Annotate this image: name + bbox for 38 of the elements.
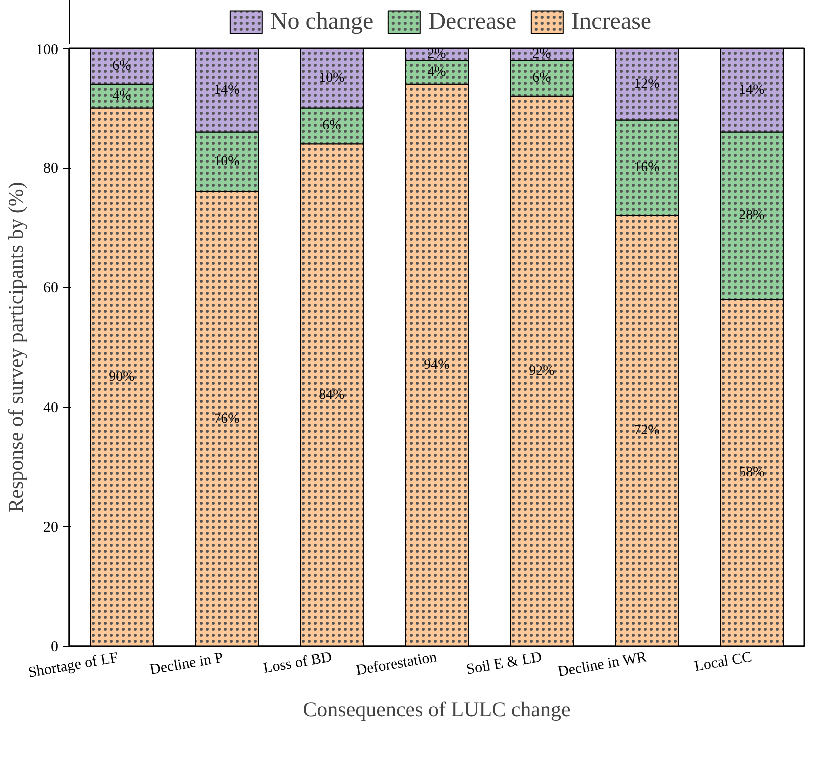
legend-label: No change	[270, 8, 374, 36]
y-tick-label: 100	[36, 42, 58, 58]
x-tick-label: Decline in P	[148, 650, 225, 679]
data-label: 12%	[634, 76, 660, 92]
data-label: 76%	[214, 412, 240, 427]
data-label: 2%	[428, 46, 447, 62]
data-label: 14%	[739, 82, 766, 98]
x-tick-label: Deforestation	[355, 650, 439, 680]
data-label: 4%	[112, 88, 132, 104]
data-label: 6%	[532, 70, 552, 86]
data-label: 92%	[529, 364, 556, 379]
data-label: 2%	[532, 46, 552, 62]
y-tick-label: 60	[44, 280, 58, 297]
data-label: 90%	[109, 370, 136, 385]
data-label: 28%	[739, 208, 766, 224]
data-label: 16%	[634, 160, 660, 176]
x-axis-title: Consequences of LULC change	[303, 697, 571, 722]
data-label: 10%	[319, 70, 346, 86]
data-label: 58%	[739, 466, 766, 481]
data-label: 10%	[214, 154, 240, 170]
data-label: 6%	[112, 58, 132, 74]
y-tick-label: 0	[51, 640, 58, 656]
data-label: 4%	[428, 64, 447, 80]
y-tick-label: 80	[44, 161, 58, 178]
data-label: 6%	[322, 118, 342, 134]
data-label: 14%	[214, 82, 240, 98]
x-tick-label: Local CC	[694, 650, 754, 676]
x-tick-label: Soil E & LD	[465, 650, 544, 678]
x-tick-label: Decline in WR	[556, 650, 648, 681]
data-label: 94%	[424, 358, 450, 373]
y-tick-label: 20	[44, 520, 58, 536]
legend-label: Increase	[572, 8, 652, 36]
x-tick-label: Loss of BD	[262, 650, 334, 678]
legend-label: Decrease	[428, 8, 517, 36]
y-tick-label: 40	[44, 400, 58, 416]
y-axis-title: Response of survey participants by (%)	[4, 182, 28, 513]
data-label: 84%	[319, 388, 346, 403]
data-label: 72%	[634, 424, 660, 439]
